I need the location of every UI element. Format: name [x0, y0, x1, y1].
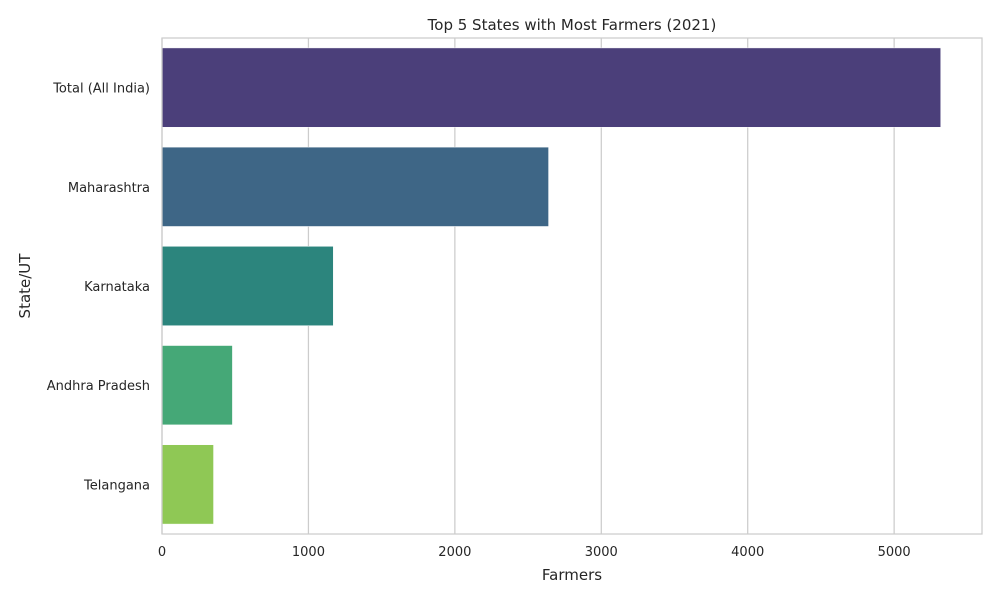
bar — [161, 146, 549, 227]
x-tick-label: 3000 — [585, 545, 618, 560]
x-tick-label: 4000 — [731, 545, 764, 560]
x-tick-label: 2000 — [438, 545, 471, 560]
x-tick-label: 0 — [158, 545, 166, 560]
bar — [161, 345, 233, 426]
y-tick-labels: Total (All India) Maharashtra Karnataka And… — [47, 82, 150, 494]
y-tick-label: Andhra Pradesh — [47, 379, 150, 394]
x-tick-label: 5000 — [878, 545, 911, 560]
y-tick-label: Maharashtra — [68, 181, 150, 196]
x-axis-label: Farmers — [542, 566, 602, 584]
y-tick-label: Total (All India) — [52, 82, 150, 97]
y-axis-label: State/UT — [16, 253, 34, 319]
y-tick-label: Karnataka — [84, 280, 150, 295]
bars — [161, 47, 941, 525]
bar — [161, 47, 941, 128]
plot-frame — [161, 37, 983, 535]
chart-title: Top 5 States with Most Farmers (2021) — [427, 16, 717, 34]
bar — [161, 444, 214, 525]
y-tick-label: Telangana — [83, 478, 150, 493]
x-tick-label: 1000 — [292, 545, 325, 560]
x-tick-labels: 0 1000 2000 3000 4000 5000 — [158, 545, 911, 560]
bar — [161, 246, 334, 326]
